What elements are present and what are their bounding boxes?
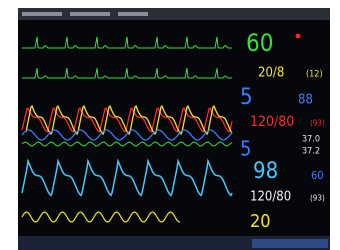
temp-2: 37.2 bbox=[302, 147, 320, 157]
page: 60 20/8 (12) 5 88 120/80 (93) 5 37.0 37.… bbox=[0, 0, 340, 250]
art-mean: (93) bbox=[310, 119, 325, 128]
spo2-value: 98 bbox=[253, 159, 278, 184]
art-value: 120/80 bbox=[250, 114, 294, 130]
top-bar-info bbox=[70, 12, 110, 16]
monitor-screen: 60 20/8 (12) 5 88 120/80 (93) 5 37.0 37.… bbox=[0, 0, 340, 250]
alarm-indicator bbox=[296, 34, 301, 39]
nibp-value: 120/80 bbox=[250, 190, 291, 205]
nibp-mean: (93) bbox=[310, 194, 325, 203]
hr-value: 60 bbox=[246, 29, 273, 57]
param-a: 5 bbox=[240, 85, 253, 110]
pr-value: 60 bbox=[311, 169, 324, 182]
st-value: 20/8 bbox=[258, 66, 284, 81]
top-bar-info bbox=[118, 12, 148, 16]
st-paren: (12) bbox=[306, 70, 323, 80]
top-bar-info bbox=[22, 12, 62, 16]
param-b: 88 bbox=[298, 93, 313, 108]
resp-value: 20 bbox=[250, 211, 271, 232]
top-bar bbox=[18, 8, 330, 20]
menu-buttons[interactable] bbox=[252, 239, 328, 248]
param-c: 5 bbox=[240, 137, 251, 161]
temp-1: 37.0 bbox=[302, 135, 320, 145]
